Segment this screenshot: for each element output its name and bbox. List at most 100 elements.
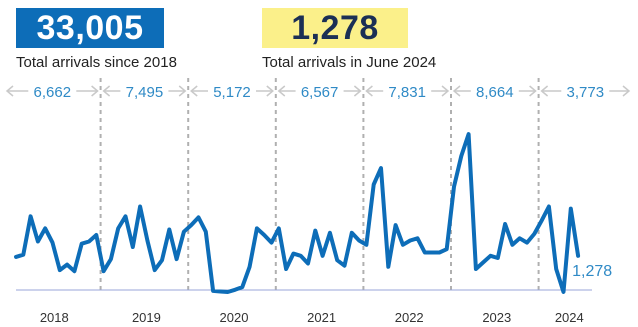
data-point-9	[80, 242, 83, 245]
data-point-44	[336, 259, 339, 262]
data-point-61	[460, 155, 463, 158]
data-point-19	[153, 269, 156, 272]
data-point-13	[109, 258, 112, 261]
year-arrowhead-left-2024	[540, 85, 549, 97]
data-point-72	[540, 219, 543, 222]
year-total-2022: 7,831	[388, 84, 426, 101]
data-point-7	[66, 263, 69, 266]
data-point-66	[496, 257, 499, 260]
data-point-31	[241, 286, 244, 289]
year-arrowhead-right-2021	[353, 85, 362, 97]
data-point-63	[474, 267, 477, 270]
data-point-40	[307, 262, 310, 265]
series-line	[14, 132, 581, 294]
data-point-1	[22, 253, 25, 256]
june-arrivals-value: 1,278	[262, 8, 408, 48]
data-point-15	[124, 215, 127, 218]
data-point-3	[36, 240, 39, 243]
data-point-4	[44, 227, 47, 230]
x-tick-label-2023: 2023	[482, 310, 511, 325]
total-arrivals-label: Total arrivals since 2018	[16, 54, 177, 71]
data-point-17	[139, 205, 142, 208]
data-point-26	[204, 230, 207, 233]
data-point-34	[263, 233, 266, 236]
year-arrowhead-left-2020	[190, 85, 198, 97]
data-point-21	[168, 228, 171, 231]
x-tick-label-2019: 2019	[132, 310, 161, 325]
year-total-2020: 5,172	[213, 84, 251, 101]
data-point-64	[482, 261, 485, 264]
data-point-14	[117, 227, 120, 230]
data-point-58	[438, 251, 441, 254]
data-point-42	[321, 254, 324, 257]
year-arrowhead-right-2022	[441, 85, 450, 97]
data-point-30	[234, 288, 237, 291]
x-tick-label-2020: 2020	[220, 310, 249, 325]
x-tick-labels: 2018 2019 2020 2021 2022 2023 2024	[40, 310, 584, 325]
data-point-12	[102, 270, 105, 273]
data-point-54	[409, 239, 412, 242]
data-point-47	[358, 239, 361, 242]
data-point-33	[255, 227, 258, 230]
data-point-24	[190, 224, 193, 227]
data-point-74	[555, 267, 558, 270]
data-point-71	[533, 232, 536, 235]
total-arrivals-value: 33,005	[16, 8, 164, 48]
x-tick-label-2018: 2018	[40, 310, 69, 325]
year-total-2019: 7,495	[126, 84, 164, 101]
data-point-57	[431, 251, 434, 254]
year-arrowhead-right-2019	[178, 85, 187, 97]
year-arrowhead-left-2022	[365, 85, 373, 97]
data-point-46	[350, 231, 353, 234]
data-point-76	[569, 207, 572, 210]
data-point-52	[394, 224, 397, 227]
year-total-2021: 6,567	[301, 84, 339, 101]
data-point-65	[489, 254, 492, 257]
data-point-36	[277, 227, 280, 230]
data-point-5	[51, 241, 54, 244]
year-arrowhead-right-2024	[622, 85, 631, 97]
data-point-48	[365, 243, 368, 246]
year-total-2024: 3,773	[567, 84, 605, 101]
end-value-label: 1,278	[572, 263, 612, 280]
data-point-53	[401, 243, 404, 246]
data-point-68	[511, 243, 514, 246]
data-point-69	[518, 237, 521, 240]
data-point-43	[328, 231, 331, 234]
data-point-20	[161, 259, 164, 262]
data-point-27	[212, 289, 215, 292]
data-point-11	[95, 233, 98, 236]
data-point-45	[343, 264, 346, 267]
data-point-35	[270, 241, 273, 244]
series-points	[15, 133, 580, 294]
year-total-2023: 8,664	[476, 84, 514, 101]
year-arrowhead-right-2018	[91, 85, 99, 97]
data-point-38	[292, 252, 295, 255]
data-point-70	[526, 241, 529, 244]
june-arrivals-label: Total arrivals in June 2024	[262, 54, 437, 71]
year-arrowhead-right-2020	[266, 85, 274, 97]
year-totals: 6,662 7,495 5,172 6,567 7,831 8,664 3,773	[34, 84, 605, 101]
data-point-73	[547, 205, 550, 208]
data-point-59	[445, 248, 448, 251]
data-point-50	[380, 167, 383, 170]
data-point-37	[285, 267, 288, 270]
data-point-18	[146, 239, 149, 242]
data-point-8	[73, 270, 76, 273]
year-arrowhead-right-2023	[529, 85, 537, 97]
data-point-55	[416, 237, 419, 240]
data-point-77	[577, 254, 580, 257]
data-point-25	[197, 216, 200, 219]
data-point-2	[29, 215, 32, 218]
data-point-23	[182, 230, 185, 233]
data-point-32	[248, 265, 251, 268]
data-point-6	[58, 269, 61, 272]
x-tick-label-2021: 2021	[307, 310, 336, 325]
data-point-75	[562, 291, 565, 294]
year-arrowhead-left-2018	[5, 85, 14, 97]
data-point-67	[504, 223, 507, 226]
data-point-51	[387, 265, 390, 268]
year-total-2018: 6,662	[34, 84, 72, 101]
data-point-39	[299, 254, 302, 257]
